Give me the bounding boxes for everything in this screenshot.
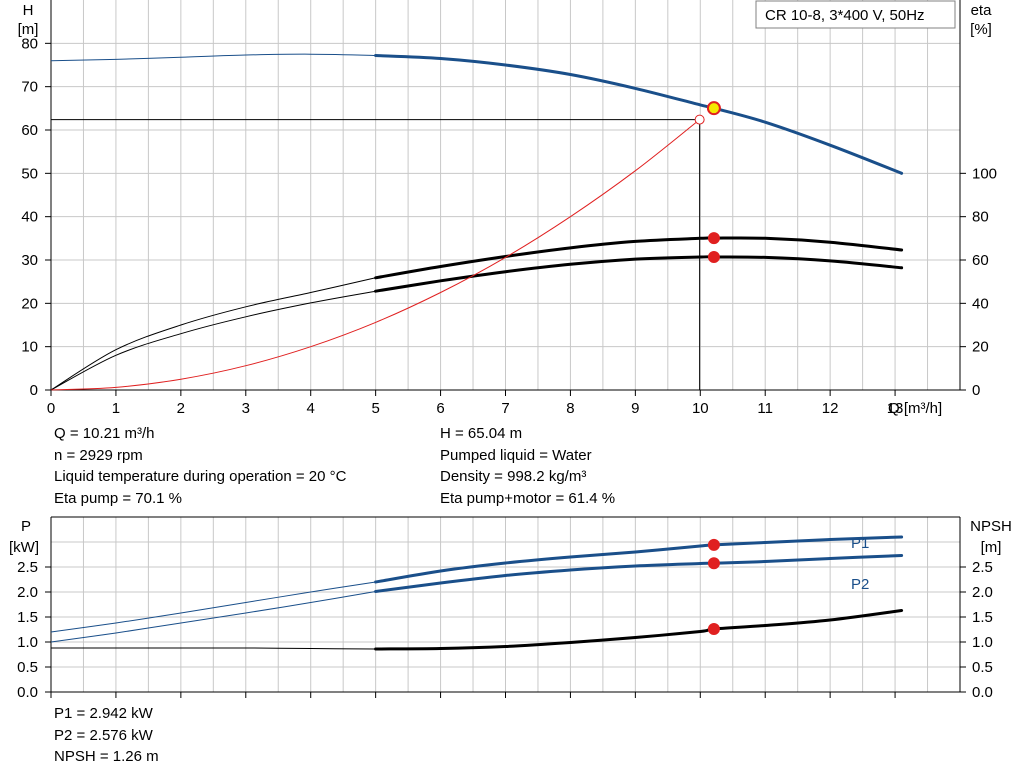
p1-curve-thin xyxy=(50,581,376,633)
bottom-chart-series xyxy=(50,535,904,651)
info-p2: P2 = 2.576 kW xyxy=(54,726,153,744)
p2-curve-bold xyxy=(374,554,904,593)
left-tick-label: 10 xyxy=(21,339,38,356)
top-right-axis-label-1: eta xyxy=(971,2,993,19)
left-tick-label: 70 xyxy=(21,79,38,96)
bottom-right-tick-label: 2.0 xyxy=(972,584,993,601)
top-right-axis-label-2: [%] xyxy=(970,21,992,38)
eta-pump-curve-thin xyxy=(50,277,376,391)
eta-duty-marker xyxy=(707,232,720,245)
info-head: H = 65.04 m xyxy=(440,425,523,442)
head-curve-thin xyxy=(50,53,376,62)
bottom-left-tick-label: 0.0 xyxy=(17,684,38,701)
bottom-right-axis-label-2: [m] xyxy=(981,539,1002,556)
x-tick-label: 11 xyxy=(757,400,773,417)
power-duty-marker xyxy=(707,538,720,551)
x-tick-label: 10 xyxy=(692,400,709,417)
bottom-chart-tick-labels: 0.0 0.0 0.5 0.5 1.0 1.0 1.5 1.5 2.0 2.0 2.5 2.5 xyxy=(17,559,993,701)
left-tick-label: 60 xyxy=(21,122,38,139)
power-duty-marker xyxy=(707,557,720,570)
info-density: Density = 998.2 kg/m³ xyxy=(440,468,587,485)
npsh-curve-thin xyxy=(51,647,376,650)
eta-pump-motor-curve-bold xyxy=(374,255,904,293)
bottom-left-tick-label: 1.5 xyxy=(17,609,38,626)
x-tick-label: 9 xyxy=(631,400,639,417)
bottom-right-tick-label: 0.5 xyxy=(972,659,993,676)
top-left-axis-label-2: [m] xyxy=(18,21,39,38)
info-speed: n = 2929 rpm xyxy=(54,446,143,464)
system-curve xyxy=(50,119,700,391)
top-chart-tick-labels: 0 1 2 3 4 5 6 7 8 9 10 11 12 130102030405060708002040… xyxy=(21,35,997,417)
left-tick-label: 20 xyxy=(21,295,38,312)
bottom-left-tick-label: 0.5 xyxy=(17,659,38,676)
bottom-right-tick-label: 2.5 xyxy=(972,559,993,576)
operating-info-right: H = 65.04 m Pumped liquid = Water Densit… xyxy=(440,423,615,509)
bottom-left-tick-label: 1.0 xyxy=(17,634,38,651)
eta-pump-curve-bold xyxy=(374,236,904,280)
power-duty-marker xyxy=(707,623,720,635)
top-chart-grid xyxy=(51,0,960,390)
x-tick-label: 3 xyxy=(242,400,250,417)
right-tick-label: 80 xyxy=(972,209,989,226)
x-tick-label: 8 xyxy=(566,400,574,417)
left-tick-label: 40 xyxy=(21,209,38,226)
operating-info-left: Q = 10.21 m³/h n = 2929 rpm Liquid tempe… xyxy=(54,423,346,509)
eta-pump-motor-curve-thin xyxy=(50,290,376,391)
x-tick-label: 5 xyxy=(371,400,379,417)
info-npsh: NPSH = 1.26 m xyxy=(54,748,159,765)
head-curve-bold xyxy=(374,54,904,175)
x-tick-label: 0 xyxy=(47,400,55,417)
bottom-right-tick-label: 1.0 xyxy=(972,634,993,651)
x-tick-label: 2 xyxy=(177,400,185,417)
top-chart-series xyxy=(50,53,904,391)
left-tick-label: 80 xyxy=(21,35,38,52)
right-tick-label: 100 xyxy=(972,165,997,182)
x-tick-label: 6 xyxy=(436,400,444,417)
power-info: P1 = 2.942 kW P2 = 2.576 kW NPSH = 1.26 … xyxy=(54,703,159,768)
info-flow: Q = 10.21 m³/h xyxy=(54,425,155,442)
x-tick-label: 12 xyxy=(822,400,839,417)
bottom-right-tick-label: 0.0 xyxy=(972,684,993,701)
info-eta-pump: Eta pump = 70.1 % xyxy=(54,489,182,507)
info-eta-pump-motor: Eta pump+motor = 61.4 % xyxy=(440,489,616,507)
bottom-right-tick-label: 1.5 xyxy=(972,609,993,626)
left-tick-label: 50 xyxy=(21,165,38,182)
bottom-right-axis-label-1: NPSH xyxy=(970,518,1012,535)
bottom-left-tick-label: 2.0 xyxy=(17,584,38,601)
pump-legend-box xyxy=(755,0,956,29)
bottom-left-axis-label-2: [kW] xyxy=(9,539,39,556)
right-tick-label: 0 xyxy=(972,382,980,399)
info-pumped-liquid: Pumped liquid = Water xyxy=(440,446,592,464)
info-liquid-temperature: Liquid temperature during operation = 20… xyxy=(54,468,347,485)
x-tick-label: 1 xyxy=(112,400,120,417)
bottom-chart-grid xyxy=(51,517,960,692)
right-tick-label: 60 xyxy=(972,252,989,269)
left-tick-label: 0 xyxy=(30,382,38,399)
pump-legend-text: CR 10-8, 3*400 V, 50Hz xyxy=(765,7,925,24)
system-curve-end-marker xyxy=(694,114,705,125)
p1-series-label: P1 xyxy=(851,535,869,552)
top-chart-markers xyxy=(694,101,721,263)
p2-curve-thin xyxy=(50,591,376,643)
info-p1: P1 = 2.942 kW xyxy=(54,705,153,722)
npsh-curve-bold xyxy=(374,609,904,651)
right-tick-label: 20 xyxy=(972,339,989,356)
p1-curve-bold xyxy=(374,535,904,584)
x-tick-label: 13 xyxy=(887,400,904,417)
bottom-left-axis-label-1: P xyxy=(21,518,31,535)
left-tick-label: 30 xyxy=(21,252,38,269)
eta-duty-marker xyxy=(707,250,720,263)
bottom-left-tick-label: 2.5 xyxy=(17,559,38,576)
p2-series-label: P2 xyxy=(851,576,869,593)
bottom-chart-markers xyxy=(707,538,720,635)
x-axis-label: Q [m³/h] xyxy=(888,400,942,417)
top-left-axis-label-1: H xyxy=(23,2,34,19)
x-tick-label: 4 xyxy=(307,400,315,417)
right-tick-label: 40 xyxy=(972,295,989,312)
x-tick-label: 7 xyxy=(501,400,509,417)
duty-point-marker xyxy=(706,101,721,116)
